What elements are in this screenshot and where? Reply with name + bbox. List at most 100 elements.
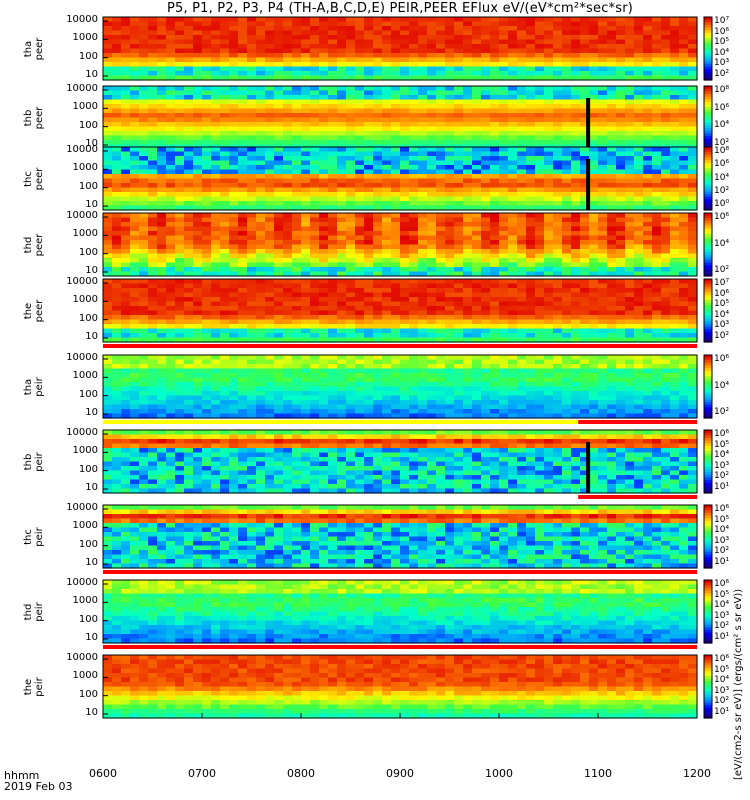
heatmap-cell [526, 86, 536, 92]
heatmap-cell [418, 240, 428, 246]
heatmap-cell [670, 131, 680, 137]
heatmap-cell [355, 151, 365, 157]
heatmap-cell [157, 319, 167, 325]
heatmap-cell [220, 48, 230, 54]
heatmap-cell [481, 71, 491, 77]
heatmap-cell [112, 160, 122, 166]
heatmap-cell [643, 17, 653, 23]
heatmap-cell [580, 310, 590, 316]
heatmap-cell [355, 17, 365, 23]
heatmap-cell [130, 377, 140, 383]
heatmap-cell [490, 297, 500, 303]
heatmap-cell [391, 165, 401, 171]
heatmap-cell [157, 21, 167, 27]
heatmap-cell [373, 324, 383, 330]
heatmap-cell [688, 174, 698, 180]
heatmap-cell [202, 413, 212, 419]
colorbar-segment [704, 220, 712, 225]
heatmap-cell [652, 151, 662, 157]
heatmap-cell [328, 104, 338, 110]
heatmap-cell [535, 160, 545, 166]
heatmap-cell [319, 62, 329, 68]
heatmap-cell [472, 39, 482, 45]
heatmap-cell [517, 337, 527, 343]
heatmap-cell [607, 131, 617, 137]
heatmap-cell [418, 178, 428, 184]
heatmap-cell [103, 271, 113, 277]
heatmap-cell [589, 324, 599, 330]
heatmap-cell [121, 205, 131, 211]
heatmap-cell [130, 48, 140, 54]
heatmap-cell [112, 306, 122, 312]
heatmap-cell [562, 131, 572, 137]
heatmap-cell [103, 95, 113, 101]
heatmap-cell [364, 235, 374, 241]
heatmap-cell [229, 244, 239, 250]
heatmap-cell [166, 235, 176, 241]
heatmap-cell [130, 235, 140, 241]
heatmap-cell [121, 187, 131, 193]
heatmap-cell [508, 71, 518, 77]
heatmap-cell [436, 283, 446, 289]
heatmap-cell [103, 262, 113, 268]
heatmap-cell [337, 315, 347, 321]
heatmap-cell [544, 39, 554, 45]
heatmap-cell [652, 297, 662, 303]
heatmap-cell [301, 292, 311, 298]
heatmap-cell [571, 113, 581, 119]
heatmap-cell [265, 86, 275, 92]
heatmap-cell [400, 75, 410, 81]
heatmap-cell [661, 258, 671, 264]
colorbar [704, 147, 712, 211]
heatmap-cell [643, 306, 653, 312]
heatmap-cell [373, 26, 383, 32]
heatmap-cell [274, 108, 284, 114]
heatmap-cell [652, 156, 662, 162]
heatmap-cell [328, 44, 338, 50]
heatmap-cell [130, 140, 140, 146]
heatmap-cell [112, 26, 122, 32]
heatmap-cell [337, 301, 347, 307]
colorbar-segment [704, 315, 712, 319]
heatmap-cell [346, 205, 356, 211]
heatmap-cell [157, 382, 167, 388]
heatmap-cell [526, 30, 536, 36]
heatmap-cell [283, 315, 293, 321]
heatmap-cell [544, 90, 554, 96]
heatmap-cell [148, 174, 158, 180]
heatmap-cell [382, 192, 392, 198]
heatmap-cell [310, 231, 320, 237]
heatmap-cell [211, 315, 221, 321]
colorbar-segment [704, 234, 712, 238]
heatmap-cell [481, 333, 491, 339]
heatmap-cell [454, 310, 464, 316]
heatmap-cell [139, 235, 149, 241]
heatmap-cell [535, 235, 545, 241]
heatmap-cell [238, 359, 248, 365]
heatmap-cell [121, 108, 131, 114]
heatmap-cell [418, 301, 428, 307]
heatmap-cell [256, 66, 266, 72]
heatmap-cell [247, 267, 257, 273]
heatmap-cell [364, 26, 374, 32]
heatmap-cell [580, 306, 590, 312]
heatmap-cell [337, 244, 347, 250]
heatmap-cell [571, 39, 581, 45]
spectrogram-panel-thd-peer [103, 213, 698, 277]
heatmap-cell [418, 169, 428, 175]
heatmap-cell [643, 301, 653, 307]
heatmap-cell [625, 262, 635, 268]
heatmap-cell [148, 240, 158, 246]
heatmap-cell [211, 235, 221, 241]
heatmap-cell [301, 26, 311, 32]
heatmap-cell [553, 90, 563, 96]
heatmap-cell [157, 192, 167, 198]
heatmap-cell [526, 267, 536, 273]
heatmap-cell [148, 131, 158, 137]
heatmap-cell [247, 57, 257, 63]
heatmap-cell [598, 315, 608, 321]
heatmap-cell [427, 271, 437, 277]
heatmap-cell [445, 337, 455, 343]
heatmap-cell [292, 267, 302, 273]
colorbar-segment [704, 157, 712, 161]
